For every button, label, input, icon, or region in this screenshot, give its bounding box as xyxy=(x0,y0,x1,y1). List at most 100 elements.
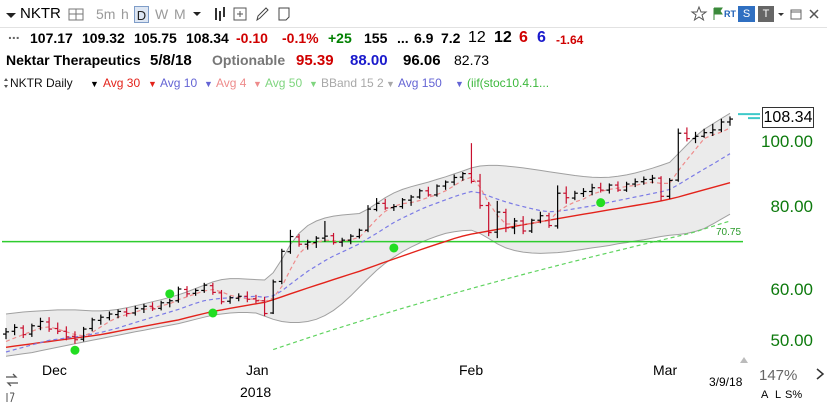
price-bar xyxy=(494,200,501,239)
legend-avg4[interactable]: Avg 4 xyxy=(216,76,247,90)
avg50-line xyxy=(273,220,731,351)
price-bar xyxy=(356,228,363,239)
price-bar xyxy=(537,211,544,224)
price-bar xyxy=(235,293,242,302)
close-icon[interactable] xyxy=(807,4,821,24)
interval-dropdown-icon[interactable] xyxy=(190,4,204,24)
price-bar xyxy=(640,176,647,185)
signal-dot xyxy=(596,198,606,208)
legend-bband[interactable]: BBand 15 2 xyxy=(321,76,384,90)
legend-avg50[interactable]: Avg 50 xyxy=(265,76,303,90)
add-study-icon[interactable] xyxy=(232,4,248,24)
legend-dropdown-icon-7[interactable]: ▼ xyxy=(455,79,464,89)
log-scale-l[interactable]: L xyxy=(775,389,782,401)
note-icon[interactable] xyxy=(276,4,292,24)
horizontal-line-label: 70.75 xyxy=(716,227,742,238)
price-bar xyxy=(589,183,596,196)
price-bar xyxy=(632,178,639,188)
price-bar xyxy=(433,184,440,197)
refresh-icon[interactable] xyxy=(4,373,20,392)
price-bar xyxy=(37,317,44,331)
value-12-a: 12 xyxy=(468,29,486,46)
info-value-3: 96.06 xyxy=(403,52,441,69)
price-bar xyxy=(649,174,656,184)
legend-dropdown-icon-4[interactable]: ▼ xyxy=(253,79,262,89)
legend-dropdown-icon-1[interactable]: ▼ xyxy=(90,79,99,89)
bars-icon[interactable] xyxy=(212,4,228,24)
price-bar xyxy=(123,307,130,317)
time-tick-mar: Mar xyxy=(653,362,678,378)
percent-scale-s[interactable]: S% xyxy=(785,389,803,401)
price-bar xyxy=(166,298,173,308)
last-price-label: 108.34 xyxy=(762,107,814,128)
price-bar xyxy=(244,291,251,303)
flag-icon[interactable] xyxy=(711,4,725,24)
price-bar xyxy=(683,127,690,142)
t-badge[interactable]: T xyxy=(758,6,774,22)
price-bar xyxy=(261,296,268,317)
price-tick-50: 50.00 xyxy=(770,331,813,350)
scroll-right-icon[interactable] xyxy=(815,367,825,385)
s-badge[interactable]: S xyxy=(738,6,755,22)
price-bar xyxy=(192,288,199,296)
year-label: 2018 xyxy=(240,384,272,400)
pencil-icon[interactable] xyxy=(254,4,270,24)
price-bar xyxy=(623,181,630,192)
symbol-label[interactable]: NKTR xyxy=(20,5,61,22)
auto-scale-a[interactable]: A xyxy=(761,389,769,401)
legend-avg150[interactable]: Avg 150 xyxy=(398,76,442,90)
price-bar xyxy=(270,279,277,315)
avg10-line xyxy=(5,153,731,353)
symbol-menu-icon[interactable] xyxy=(4,4,18,24)
price-chart[interactable] xyxy=(0,94,827,406)
legend-avg30[interactable]: Avg 30 xyxy=(103,76,141,90)
price-bar xyxy=(399,198,406,209)
price-bar xyxy=(571,190,578,201)
price-bar xyxy=(408,194,415,206)
close-price: 108.34 xyxy=(186,30,229,46)
low-price: 105.75 xyxy=(134,30,177,46)
price-bar xyxy=(365,205,371,233)
price-bar xyxy=(502,208,509,233)
legend-dropdown-icon-6[interactable]: ▼ xyxy=(386,79,395,89)
study-legend: NKTR Daily ▼ Avg 30 ▼ Avg 10 ▼ Avg 4 ▼ A… xyxy=(0,76,760,92)
price-bar xyxy=(278,248,285,285)
price-bar xyxy=(201,282,208,293)
interval-h[interactable]: h xyxy=(121,6,129,22)
legend-dropdown-icon-2[interactable]: ▼ xyxy=(148,79,157,89)
signal-dots xyxy=(70,198,606,355)
interval-m[interactable]: M xyxy=(174,6,186,22)
grid-icon[interactable] xyxy=(68,4,84,24)
price-bar xyxy=(227,295,234,304)
legend-dropdown-icon-5[interactable]: ▼ xyxy=(309,79,318,89)
interval-d[interactable]: D xyxy=(134,5,149,25)
price-bar xyxy=(597,182,604,193)
legend-iif[interactable]: (iif(stoc10.4.1... xyxy=(467,76,550,90)
panel-marker-icon xyxy=(4,390,16,406)
price-bar xyxy=(347,234,354,245)
price-bar xyxy=(339,237,346,247)
zoom-label[interactable]: 147% xyxy=(759,367,798,384)
symbol-toolbar: NKTR 5m h D W M RT S T xyxy=(0,0,827,28)
open-price: 107.17 xyxy=(30,30,73,46)
time-tick-dec: Dec xyxy=(42,362,67,378)
interval-w[interactable]: W xyxy=(155,6,169,22)
bollinger-band xyxy=(5,112,731,357)
legend-updown-icon[interactable] xyxy=(3,77,9,92)
price-bar xyxy=(20,325,27,339)
value-6-blue: 6 xyxy=(537,29,546,46)
star-icon[interactable] xyxy=(690,4,708,24)
info-value-1: 95.39 xyxy=(296,52,334,69)
legend-symbol-interval[interactable]: NKTR Daily xyxy=(10,76,73,90)
legend-dropdown-icon-3[interactable]: ▼ xyxy=(204,79,213,89)
legend-avg10[interactable]: Avg 10 xyxy=(160,76,198,90)
interval-5m[interactable]: 5m xyxy=(96,6,116,22)
price-bar xyxy=(382,198,389,210)
window-restore-icon[interactable] xyxy=(789,4,803,24)
price-bar xyxy=(175,286,182,303)
price-bar xyxy=(184,286,190,297)
t-dropdown-icon[interactable] xyxy=(776,4,786,24)
rt-badge[interactable]: RT xyxy=(724,9,736,19)
signal-dot xyxy=(165,289,175,299)
price-tick-60: 60.00 xyxy=(770,280,813,299)
